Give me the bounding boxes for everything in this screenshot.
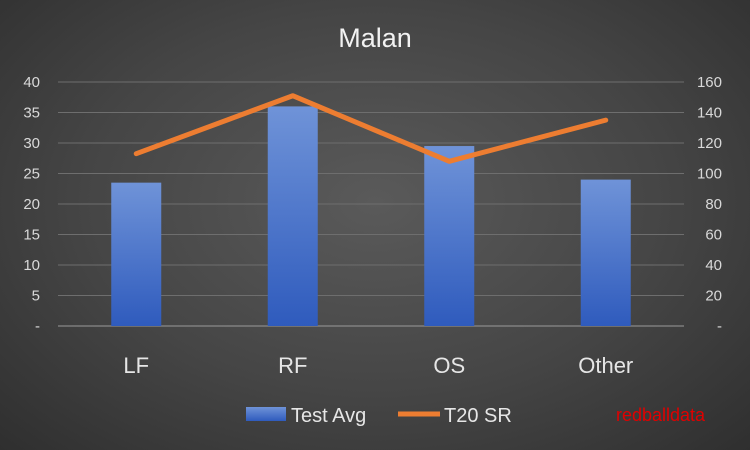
category-label: Other [578, 353, 633, 378]
left-tick-label: 10 [23, 257, 40, 274]
left-tick-label: 25 [23, 166, 40, 183]
category-axis: LF RF OS Other [123, 353, 633, 378]
legend-swatch-test-avg [246, 407, 286, 421]
left-tick-label: 30 [23, 135, 40, 152]
right-tick-label: 20 [705, 288, 722, 305]
left-axis: - 5 10 15 20 25 30 35 40 [23, 74, 40, 335]
line-t20-sr [133, 93, 609, 164]
right-tick-label: 120 [697, 135, 722, 152]
right-tick-label: 160 [697, 74, 722, 91]
right-tick-label: 140 [697, 105, 722, 122]
left-tick-label: 15 [23, 227, 40, 244]
category-label: OS [433, 353, 465, 378]
category-label: RF [278, 353, 307, 378]
right-tick-label: 100 [697, 166, 722, 183]
bar-series [111, 106, 631, 327]
right-tick-label: 80 [705, 196, 722, 213]
right-tick-label: 60 [705, 227, 722, 244]
bar-test-avg [267, 106, 318, 327]
bar-test-avg [424, 146, 475, 326]
line-series [133, 93, 609, 164]
left-tick-label: 20 [23, 196, 40, 213]
chart-title: Malan [338, 23, 412, 53]
left-tick-label: 35 [23, 105, 40, 122]
bar-test-avg [111, 182, 162, 326]
watermark-text: redballdata [616, 405, 706, 425]
right-tick-label: - [717, 318, 722, 335]
legend: Test Avg T20 SR [246, 405, 512, 427]
bar-test-avg [580, 179, 631, 326]
category-label: LF [123, 353, 149, 378]
right-tick-label: 40 [705, 257, 722, 274]
legend-label-t20-sr: T20 SR [444, 405, 512, 427]
right-axis: - 20 40 60 80 100 120 140 160 [697, 74, 722, 335]
left-tick-label: - [35, 318, 40, 335]
left-tick-label: 40 [23, 74, 40, 91]
left-tick-label: 5 [32, 288, 40, 305]
legend-label-test-avg: Test Avg [291, 405, 366, 427]
